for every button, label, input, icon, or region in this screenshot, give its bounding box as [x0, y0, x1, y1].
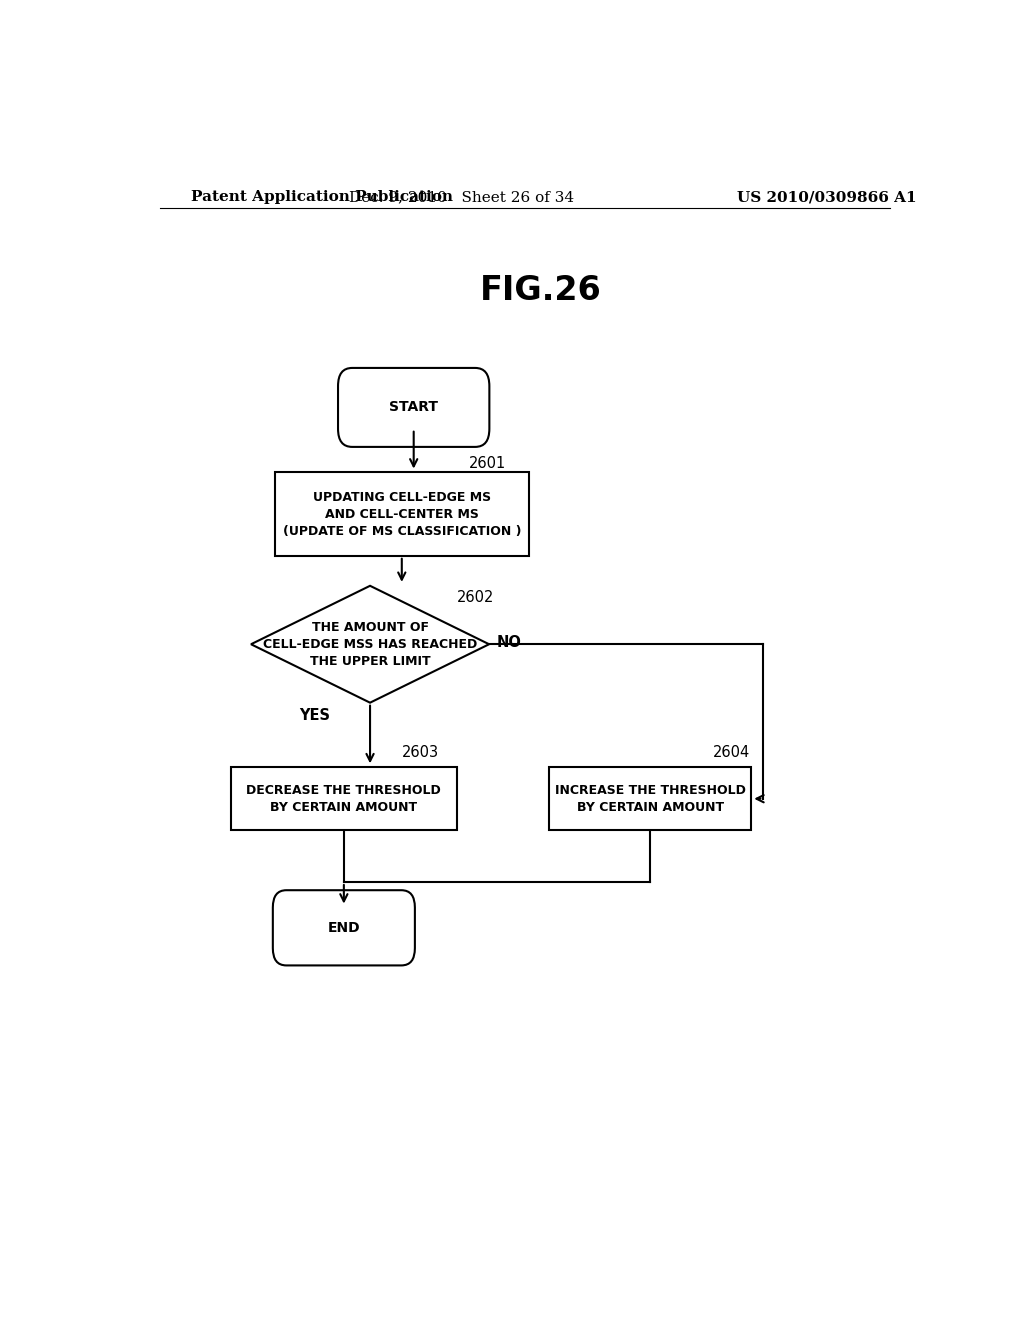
Bar [274, 473, 528, 556]
Text: 2604: 2604 [713, 746, 751, 760]
Text: UPDATING CELL-EDGE MS
AND CELL-CENTER MS
(UPDATE OF MS CLASSIFICATION ): UPDATING CELL-EDGE MS AND CELL-CENTER MS… [283, 491, 521, 537]
Text: NO: NO [497, 635, 522, 649]
Bar [549, 767, 752, 830]
Text: START: START [389, 400, 438, 414]
Text: DECREASE THE THRESHOLD
BY CERTAIN AMOUNT: DECREASE THE THRESHOLD BY CERTAIN AMOUNT [247, 784, 441, 813]
Text: END: END [328, 921, 360, 935]
Text: 2602: 2602 [458, 590, 495, 605]
FancyBboxPatch shape [338, 368, 489, 447]
Text: YES: YES [299, 708, 330, 723]
Text: FIG.26: FIG.26 [480, 275, 601, 308]
Text: US 2010/0309866 A1: US 2010/0309866 A1 [736, 190, 916, 205]
Text: INCREASE THE THRESHOLD
BY CERTAIN AMOUNT: INCREASE THE THRESHOLD BY CERTAIN AMOUNT [555, 784, 745, 813]
Text: 2601: 2601 [469, 455, 507, 471]
Text: Dec. 9, 2010   Sheet 26 of 34: Dec. 9, 2010 Sheet 26 of 34 [349, 190, 573, 205]
Text: 2603: 2603 [401, 746, 439, 760]
Text: THE AMOUNT OF
CELL-EDGE MSS HAS REACHED
THE UPPER LIMIT: THE AMOUNT OF CELL-EDGE MSS HAS REACHED … [263, 620, 477, 668]
Bar [230, 767, 457, 830]
FancyBboxPatch shape [272, 890, 415, 965]
Polygon shape [251, 586, 489, 702]
Text: Patent Application Publication: Patent Application Publication [191, 190, 454, 205]
